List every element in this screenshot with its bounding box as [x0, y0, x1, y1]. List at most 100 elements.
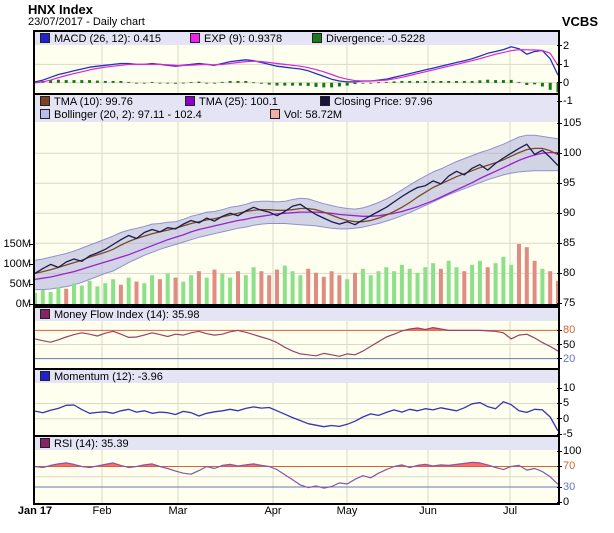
- y-axis-label: 90: [563, 207, 576, 219]
- tma25-swatch: [185, 96, 195, 106]
- y-axis-tickmark: [557, 273, 562, 274]
- mfi-panel: Money Flow Index (14): 35.98: [33, 306, 560, 370]
- momentum-legend-item: Momentum (12): -3.96: [40, 370, 163, 384]
- close-legend-label: Closing Price: 97.96: [334, 96, 433, 108]
- y-axis-label: -1: [563, 95, 573, 107]
- mfi-swatch: [40, 309, 50, 319]
- volume-axis-tickmark: [29, 304, 34, 305]
- y-axis-tickmark: [557, 153, 562, 154]
- y-axis-tickmark: [557, 388, 562, 389]
- y-axis-tickmark: [557, 82, 562, 83]
- momentum-plot: [35, 383, 558, 435]
- close-legend-item: Closing Price: 97.96: [320, 95, 432, 109]
- divergence-swatch: [312, 33, 322, 43]
- y-axis-tickmark: [557, 502, 562, 503]
- y-axis-tickmark: [557, 403, 562, 404]
- y-axis-tickmark: [557, 64, 562, 65]
- y-axis-tickmark: [557, 344, 562, 345]
- x-axis-month-label: Mar: [168, 505, 188, 517]
- y-axis-label: 105: [563, 117, 582, 129]
- mfi-legend: Money Flow Index (14): 35.98: [35, 308, 558, 321]
- y-axis-label: 5: [563, 397, 570, 409]
- mfi-plot: [35, 321, 558, 368]
- bollinger-legend-label: Bollinger (20, 2): 97.11 - 102.4: [54, 109, 202, 121]
- mfi-legend-item: Money Flow Index (14): 35.98: [40, 308, 200, 322]
- macd-legend-item: MACD (26, 12): 0.415: [40, 32, 190, 46]
- tma10-swatch: [40, 96, 50, 106]
- rsi-plot: [35, 450, 558, 503]
- y-axis-tickmark: [557, 213, 562, 214]
- bollinger-legend-item: Bollinger (20, 2): 97.11 - 102.4: [40, 108, 270, 122]
- y-axis-tickmark: [557, 434, 562, 435]
- y-axis-label: 100: [563, 147, 582, 159]
- y-axis-label: 95: [563, 177, 576, 189]
- y-axis-label: 0: [563, 77, 570, 89]
- mfi-legend-label: Money Flow Index (14): 35.98: [54, 309, 200, 321]
- brand-logo: VCBS: [561, 14, 598, 29]
- divergence-legend-item: Divergence: -0.5228: [312, 32, 425, 46]
- y-axis-label: 75: [563, 297, 576, 309]
- volume-axis-label: 50M: [9, 278, 31, 290]
- y-axis-tickmark: [557, 45, 562, 46]
- y-axis-label: 2: [563, 40, 570, 52]
- y-axis-label: 85: [563, 237, 576, 249]
- y-axis-label: 80: [563, 267, 576, 279]
- y-axis-tickmark: [557, 183, 562, 184]
- macd-legend: MACD (26, 12): 0.415 EXP (9): 0.9378 Diver…: [35, 32, 558, 45]
- price-panel: TMA (10): 99.76 TMA (25): 100.1 Closing Pr…: [33, 93, 560, 306]
- x-axis-month-label: Apr: [264, 505, 282, 517]
- exp-legend-item: EXP (9): 0.9378: [190, 32, 312, 46]
- volume-axis-label: 150M: [3, 238, 31, 250]
- volume-axis-tickmark: [29, 264, 34, 265]
- y-axis-tickmark: [557, 123, 562, 124]
- page-title: HNX Index: [28, 2, 94, 17]
- tma10-legend-item: TMA (10): 99.76: [40, 95, 185, 109]
- tma25-legend-item: TMA (25): 100.1: [185, 95, 320, 109]
- x-axis-month-label: Feb: [92, 505, 112, 517]
- x-axis-month-label: Jul: [502, 505, 518, 517]
- y-axis-tickmark: [557, 243, 562, 244]
- volume-legend-label: Vol: 58.72M: [284, 109, 343, 121]
- tma25-legend-label: TMA (25): 100.1: [199, 96, 278, 108]
- y-axis-label: 0: [563, 413, 570, 425]
- macd-panel: MACD (26, 12): 0.415 EXP (9): 0.9378 Diver…: [33, 30, 560, 95]
- price-legend: TMA (10): 99.76 TMA (25): 100.1 Closing Pr…: [35, 95, 558, 122]
- chart-subtitle: 23/07/2017 - Daily chart: [28, 16, 145, 28]
- y-axis-label: 100: [563, 445, 582, 457]
- momentum-swatch: [40, 371, 50, 381]
- exp-swatch: [190, 33, 200, 43]
- y-axis-label: 30: [563, 481, 576, 493]
- y-axis-label: -5: [563, 428, 573, 440]
- rsi-legend-item: RSI (14): 35.39: [40, 437, 129, 451]
- volume-axis-label: 100M: [3, 258, 31, 270]
- price-legend-row1: TMA (10): 99.76 TMA (25): 100.1 Closing Pr…: [40, 95, 558, 108]
- volume-swatch: [270, 109, 280, 119]
- macd-swatch: [40, 33, 50, 43]
- y-axis-tickmark: [557, 466, 562, 467]
- momentum-legend: Momentum (12): -3.96: [35, 370, 558, 383]
- y-axis-tickmark: [557, 101, 562, 102]
- x-axis-start-label: Jan 17: [17, 505, 53, 517]
- exp-legend-label: EXP (9): 0.9378: [204, 33, 283, 45]
- close-swatch: [320, 96, 330, 106]
- y-axis-label: 70: [563, 460, 576, 472]
- macd-plot: [35, 45, 558, 93]
- rsi-panel: RSI (14): 35.39: [33, 435, 560, 505]
- y-axis-label: 80: [563, 324, 576, 336]
- y-axis-label: 50: [563, 339, 576, 351]
- tma10-legend-label: TMA (10): 99.76: [54, 96, 133, 108]
- volume-axis-tickmark: [29, 244, 34, 245]
- bollinger-swatch: [40, 109, 50, 119]
- y-axis-tickmark: [557, 303, 562, 304]
- y-axis-label: 0: [563, 496, 570, 508]
- momentum-panel: Momentum (12): -3.96: [33, 368, 560, 437]
- volume-legend-item: Vol: 58.72M: [270, 108, 342, 122]
- x-axis-month-label: May: [336, 505, 358, 517]
- volume-axis-tickmark: [29, 284, 34, 285]
- y-axis-label: 10: [563, 382, 576, 394]
- y-axis-tickmark: [557, 330, 562, 331]
- y-axis-tickmark: [557, 358, 562, 359]
- volume-axis-label: 0M: [15, 298, 31, 310]
- macd-legend-label: MACD (26, 12): 0.415: [54, 33, 161, 45]
